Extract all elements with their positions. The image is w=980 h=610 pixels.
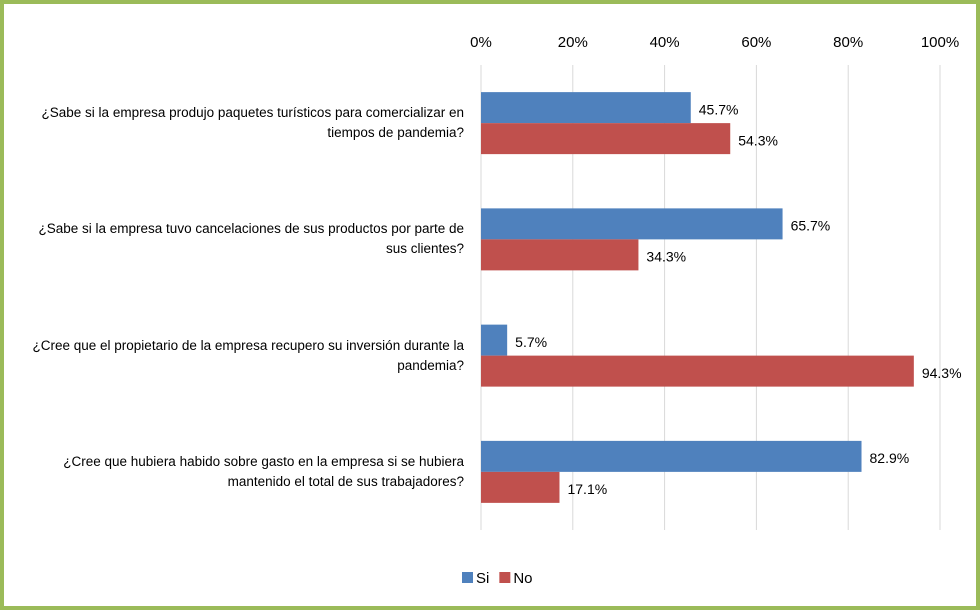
legend-swatch [462,572,473,583]
legend-swatch [499,572,511,583]
bar [481,471,560,503]
bar [481,355,914,387]
legend-label: No [513,570,532,587]
value-label: 65.7% [791,218,831,234]
value-label: 45.7% [699,101,739,117]
bar [481,324,508,356]
bar [481,239,639,271]
category-label: ¿Sabe si la empresa tuvo cancelaciones d… [38,221,465,257]
bar [481,440,862,472]
value-label: 17.1% [567,481,607,497]
x-tick-label: 100% [921,34,959,51]
value-label: 5.7% [515,334,547,350]
value-label: 34.3% [646,249,686,265]
bar [481,123,731,155]
bar [481,92,691,124]
category-label: ¿Sabe si la empresa produjo paquetes tur… [41,105,464,141]
category-label: ¿Cree que hubiera habido sobre gasto en … [63,453,464,489]
x-tick-label: 0% [470,34,492,51]
x-tick-label: 80% [833,34,863,51]
value-label: 54.3% [738,132,778,148]
category-label: ¿Cree que el propietario de la empresa r… [32,337,465,373]
x-tick-label: 40% [650,34,680,51]
legend-label: Si [476,570,489,587]
value-label: 82.9% [870,450,910,466]
value-label: 94.3% [922,365,962,381]
x-tick-label: 60% [741,34,771,51]
bar [481,208,783,240]
x-tick-label: 20% [558,34,588,51]
